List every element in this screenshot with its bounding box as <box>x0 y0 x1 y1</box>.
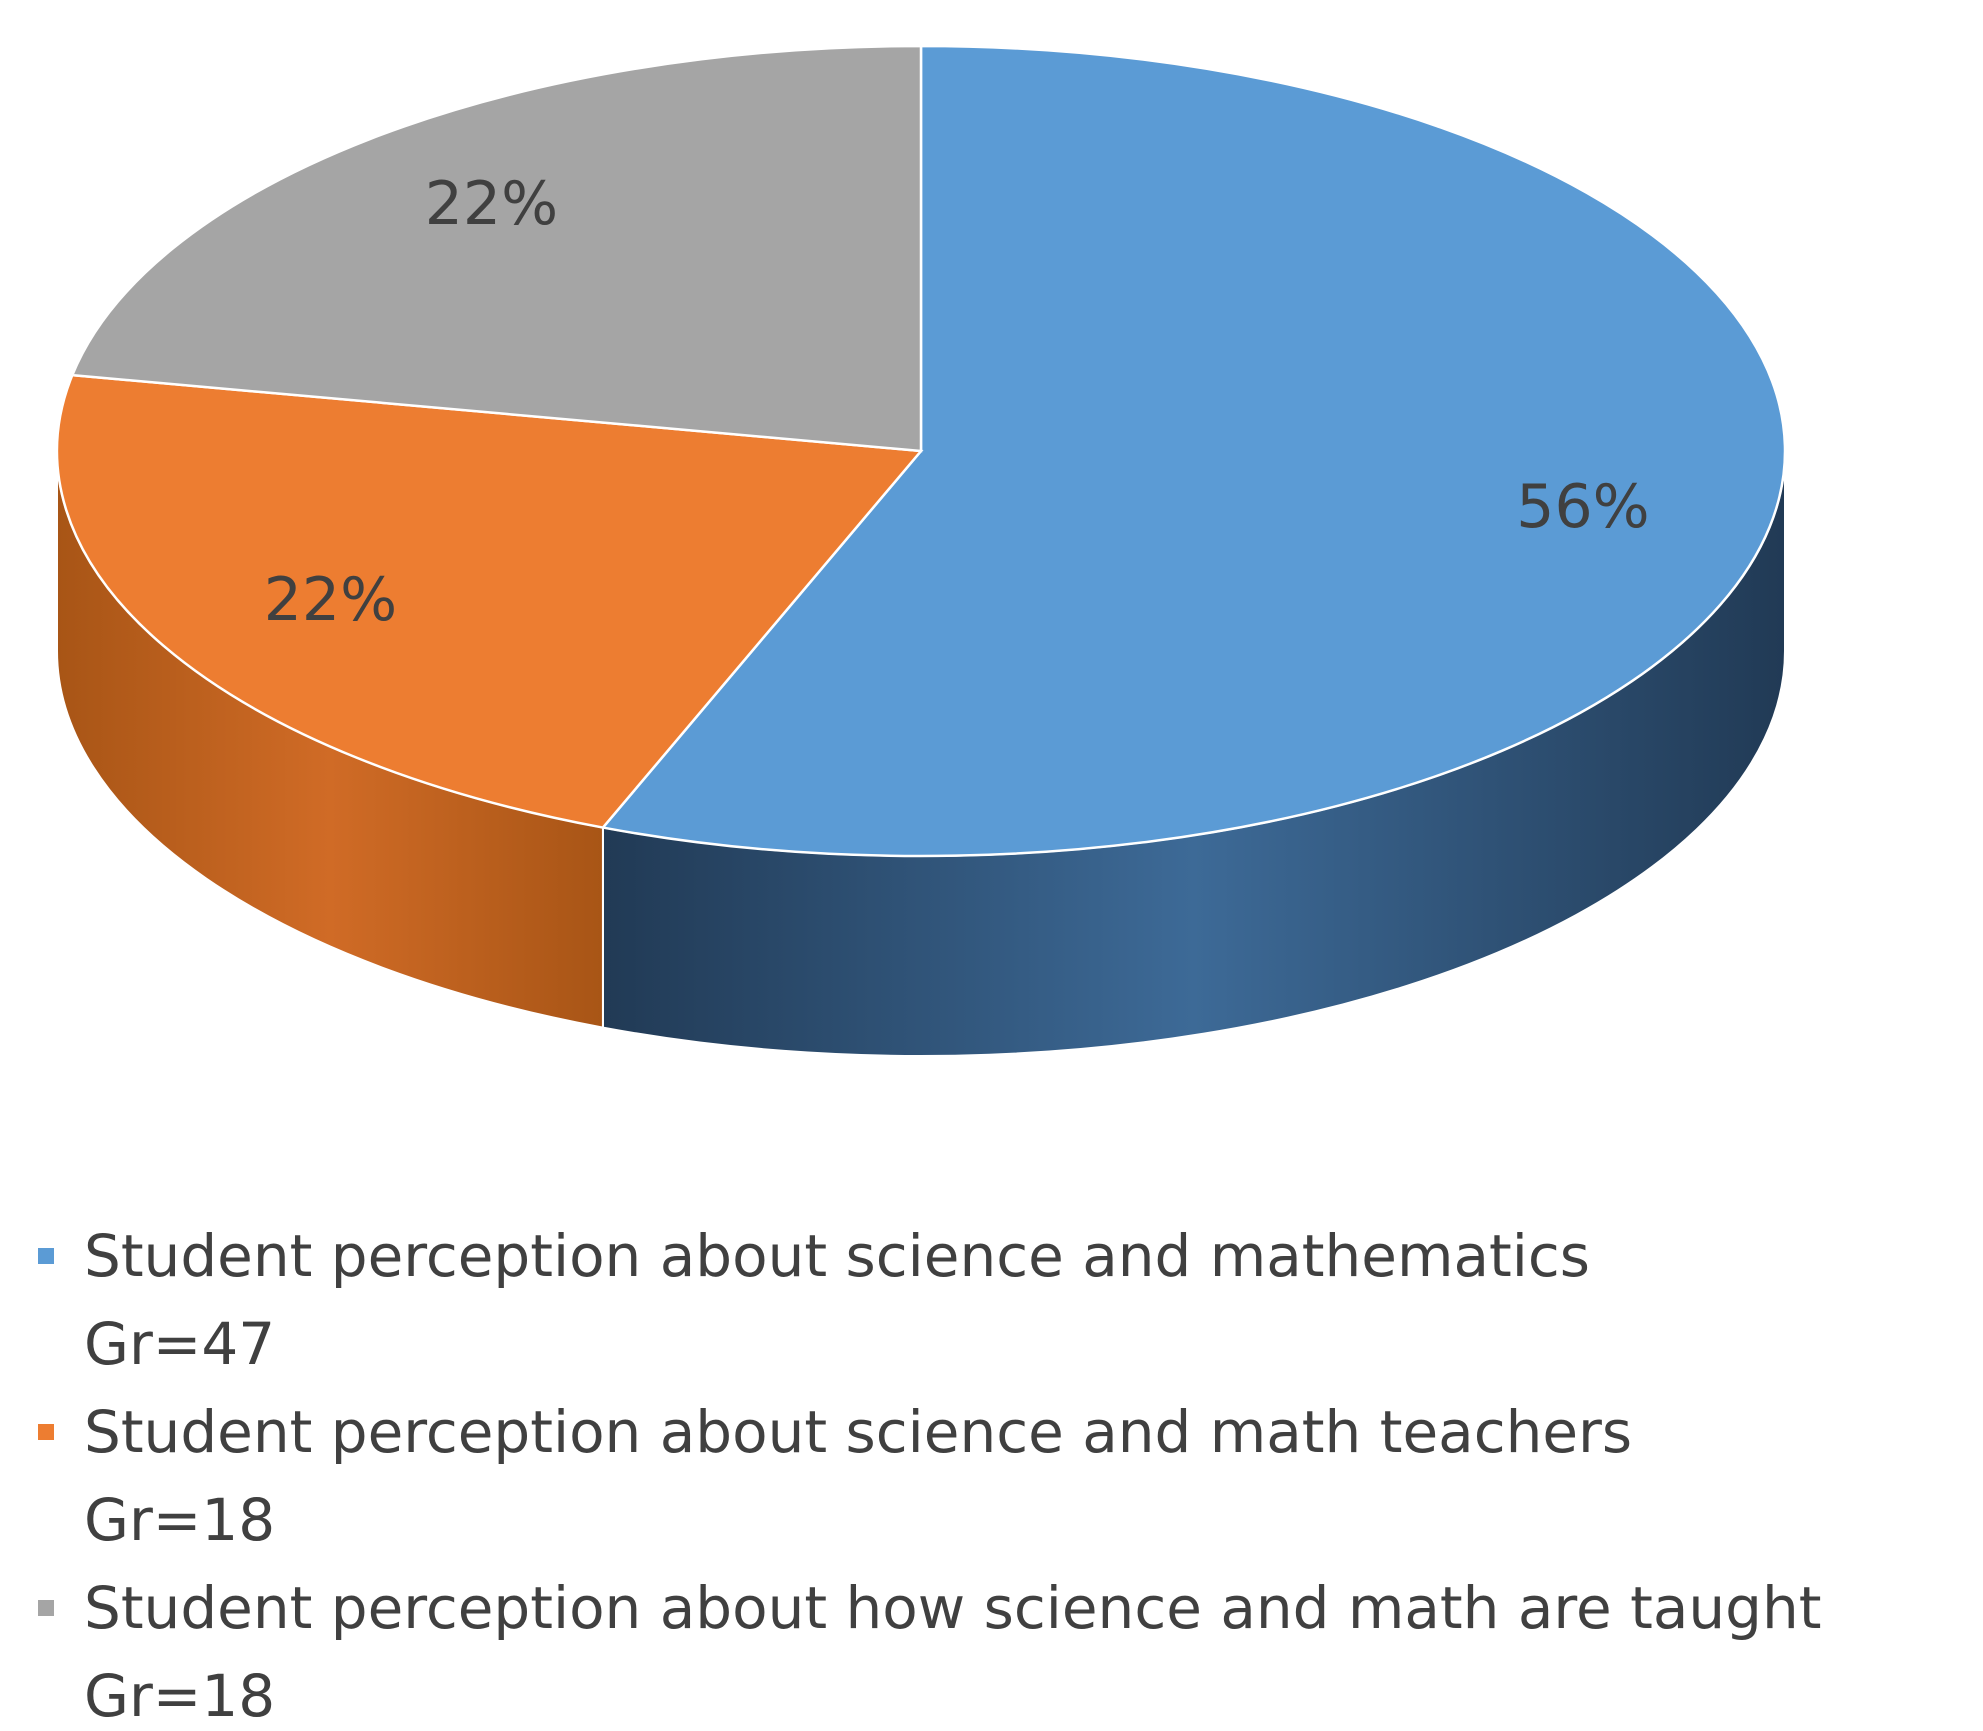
legend-swatch <box>38 1600 54 1616</box>
legend-label: Student perception about science and mat… <box>84 1222 1590 1378</box>
legend-label: Student perception about science and mat… <box>84 1398 1633 1554</box>
data-label: 56% <box>1516 472 1649 542</box>
pie-chart: 56% 22% 22% <box>55 44 1787 1057</box>
legend-swatch <box>38 1248 54 1264</box>
legend-item: Student perception about science and mat… <box>38 1388 1632 1564</box>
legend-label: Student perception about how science and… <box>84 1574 1822 1730</box>
legend-item: Student perception about how science and… <box>38 1564 1821 1731</box>
slice <box>55 373 924 829</box>
data-label: 22% <box>264 565 397 635</box>
slice <box>70 44 923 453</box>
data-label: 22% <box>425 169 558 239</box>
legend-swatch <box>38 1424 54 1440</box>
slice <box>600 44 1787 858</box>
legend-item: Student perception about science and mat… <box>38 1212 1590 1388</box>
